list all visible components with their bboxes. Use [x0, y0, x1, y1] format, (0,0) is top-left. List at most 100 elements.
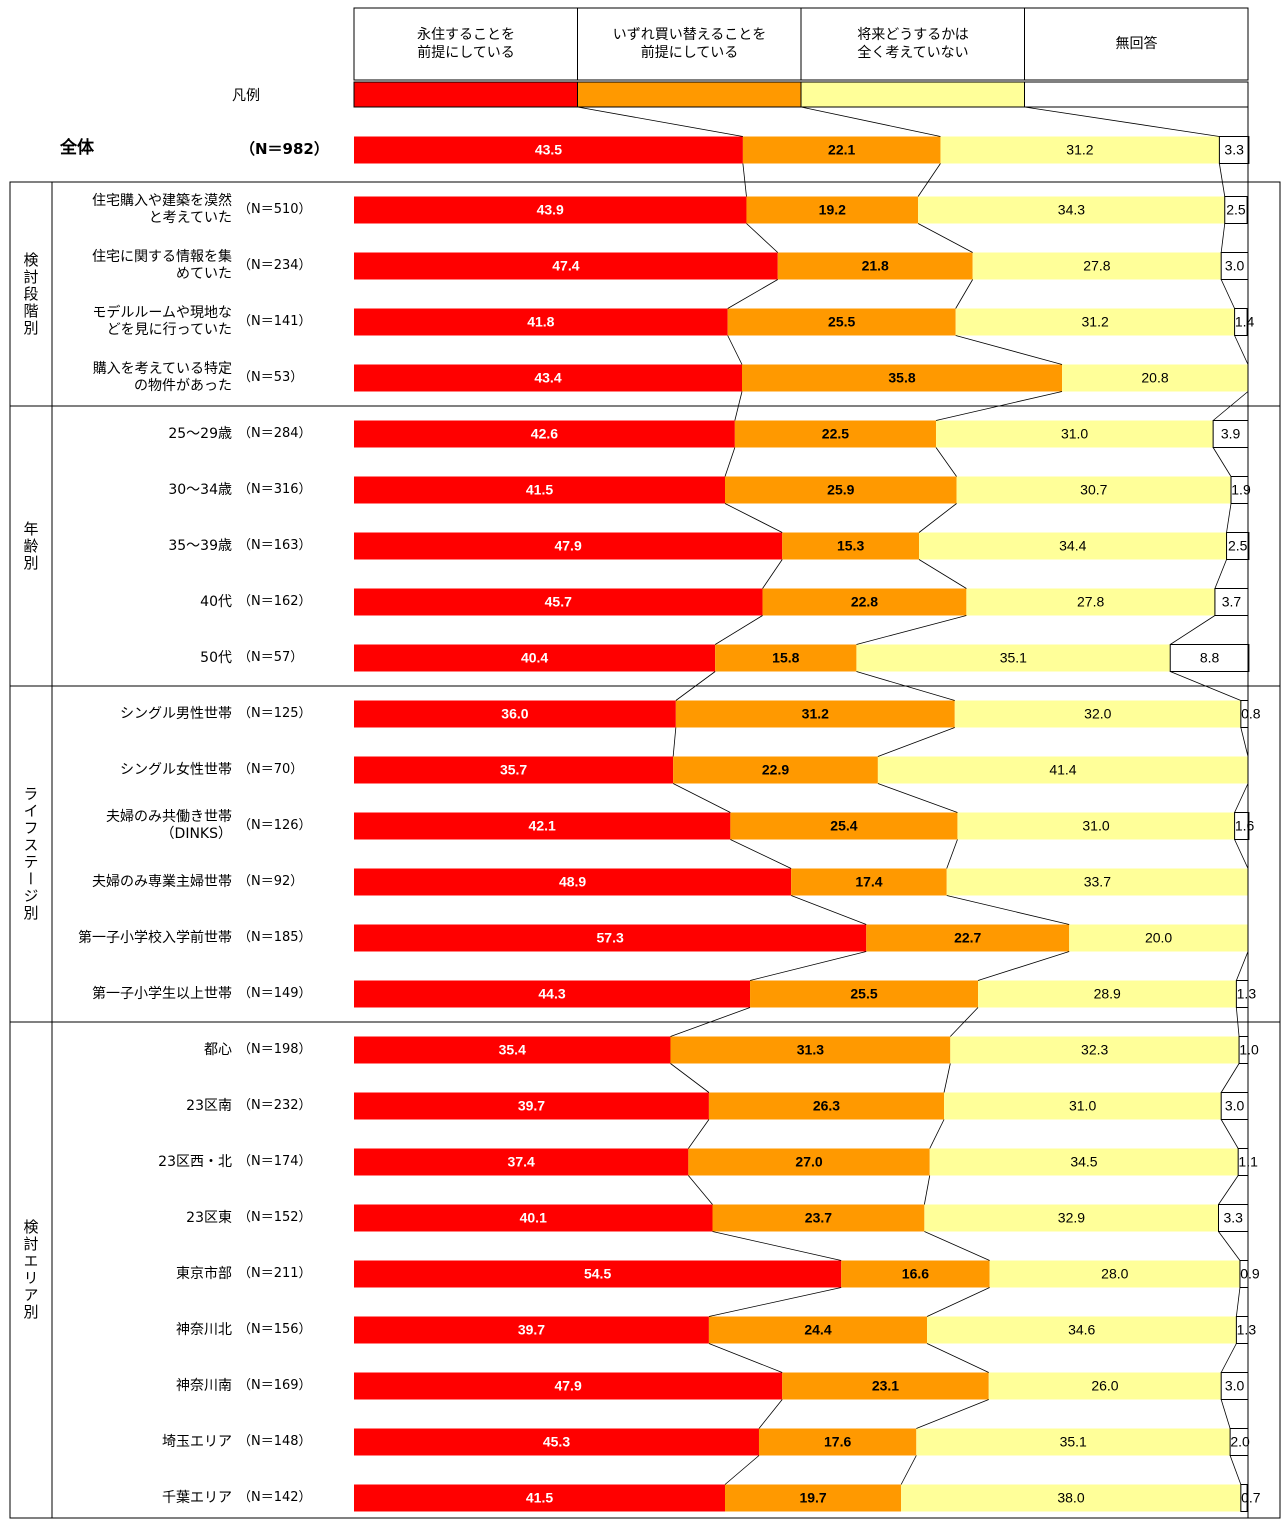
connector-line	[977, 951, 1070, 981]
category-label: 23区東	[186, 1209, 232, 1226]
connector-line	[688, 1119, 710, 1149]
n-label: （N＝198）	[238, 1042, 312, 1057]
bar-segment	[730, 812, 958, 840]
legend-swatch	[800, 81, 1025, 108]
value-label: 0.9	[1240, 1266, 1260, 1282]
connector-line	[935, 447, 957, 477]
value-label: 32.9	[1058, 1210, 1085, 1226]
value-label: 35.1	[1060, 1434, 1087, 1450]
connector-line	[877, 727, 955, 757]
value-label: 22.5	[822, 426, 849, 442]
value-label: 41.4	[1049, 762, 1076, 778]
connector-line	[950, 1007, 979, 1037]
bar-segment	[1240, 1484, 1248, 1512]
connector-line	[1220, 1063, 1240, 1093]
bar-segment	[354, 924, 867, 952]
connector-line	[1220, 223, 1226, 253]
group-label: ライフステージ別	[21, 786, 40, 922]
n-label: （N＝284）	[238, 426, 312, 441]
bar-segment	[877, 756, 1248, 784]
value-label: 3.7	[1222, 594, 1242, 610]
bar-segment	[354, 1372, 783, 1400]
category-label: 住宅購入や建築を漠然 と考えていた	[92, 193, 232, 226]
connector-line	[1236, 951, 1249, 981]
value-label: 42.6	[531, 426, 558, 442]
connector-line	[955, 279, 973, 309]
value-label: 3.3	[1224, 142, 1244, 158]
category-label: 23区南	[186, 1097, 232, 1114]
n-label: （N＝156）	[238, 1322, 312, 1337]
connector-line	[670, 1007, 751, 1037]
value-label: 37.4	[508, 1154, 535, 1170]
connector-line	[746, 223, 779, 253]
bar-segment	[354, 588, 763, 616]
category-label: 神奈川南	[176, 1377, 232, 1394]
n-label: （N＝510）	[238, 202, 312, 217]
value-label: 47.9	[554, 538, 581, 554]
value-label: 19.7	[799, 1490, 826, 1506]
value-label: 43.5	[535, 142, 562, 158]
value-label: 45.3	[543, 1434, 570, 1450]
legend-entry: 無回答	[1115, 36, 1158, 52]
bar-segment	[354, 1260, 842, 1288]
connector-line	[955, 335, 1063, 365]
connector-line	[1226, 503, 1232, 533]
n-label: （N＝234）	[238, 258, 312, 273]
connector-line	[929, 1119, 945, 1149]
value-label: 34.3	[1058, 202, 1085, 218]
value-label: 22.9	[762, 762, 789, 778]
value-label: 40.4	[521, 650, 548, 666]
bar-segment	[1069, 924, 1248, 952]
bar-segment	[354, 196, 747, 224]
value-label: 24.4	[804, 1322, 831, 1338]
connector-line	[1234, 839, 1249, 869]
connector-line	[1218, 163, 1226, 197]
legend-label: 凡例	[232, 88, 260, 104]
bar-segment	[1218, 136, 1250, 164]
bar-segment	[708, 1092, 945, 1120]
bar-segment	[354, 420, 735, 448]
value-label: 30.7	[1080, 482, 1107, 498]
connector-line	[724, 447, 736, 477]
value-label: 1.3	[1237, 986, 1257, 1002]
connector-line	[946, 895, 1070, 925]
connector-line	[800, 106, 941, 137]
n-label: （N＝152）	[238, 1210, 312, 1225]
category-label: 25～29歳	[168, 425, 232, 442]
connector-line	[1220, 1399, 1231, 1429]
group-box	[9, 1021, 1281, 1519]
category-label: 第一子小学校入学前世帯	[78, 929, 232, 946]
bar-segment	[354, 1428, 759, 1456]
bar-segment	[725, 1484, 902, 1512]
value-label: 41.8	[527, 314, 554, 330]
value-label: 31.0	[1069, 1098, 1096, 1114]
category-label: 住宅に関する情報を集 めていた	[92, 249, 232, 282]
connector-line	[1170, 671, 1241, 701]
bar-segment	[354, 700, 676, 728]
value-label: 34.6	[1068, 1322, 1095, 1338]
bar-segment	[725, 476, 957, 504]
category-label: 購入を考えている特定 の物件があった	[92, 361, 232, 394]
bar-segment	[956, 476, 1232, 504]
bar-segment	[354, 980, 751, 1008]
n-label: （N＝162）	[238, 594, 312, 609]
connector-line	[1235, 1007, 1240, 1037]
value-label: 31.3	[797, 1042, 824, 1058]
connector-line	[749, 951, 867, 981]
header-cell	[800, 7, 1025, 81]
bar-segment	[354, 1148, 689, 1176]
value-label: 22.7	[954, 930, 981, 946]
connector-line	[923, 1175, 931, 1205]
value-label: 22.1	[828, 142, 855, 158]
n-label: （N＝141）	[238, 314, 312, 329]
category-label: 30～34歳	[168, 481, 232, 498]
connector-line	[688, 1175, 713, 1205]
bar-segment	[354, 476, 726, 504]
legend-swatch	[577, 81, 802, 108]
n-label: （N＝57）	[238, 650, 304, 665]
bar-segment	[929, 1148, 1239, 1176]
value-label: 31.0	[1061, 426, 1088, 442]
bar-segment	[1214, 588, 1249, 616]
value-label: 31.2	[1066, 142, 1093, 158]
